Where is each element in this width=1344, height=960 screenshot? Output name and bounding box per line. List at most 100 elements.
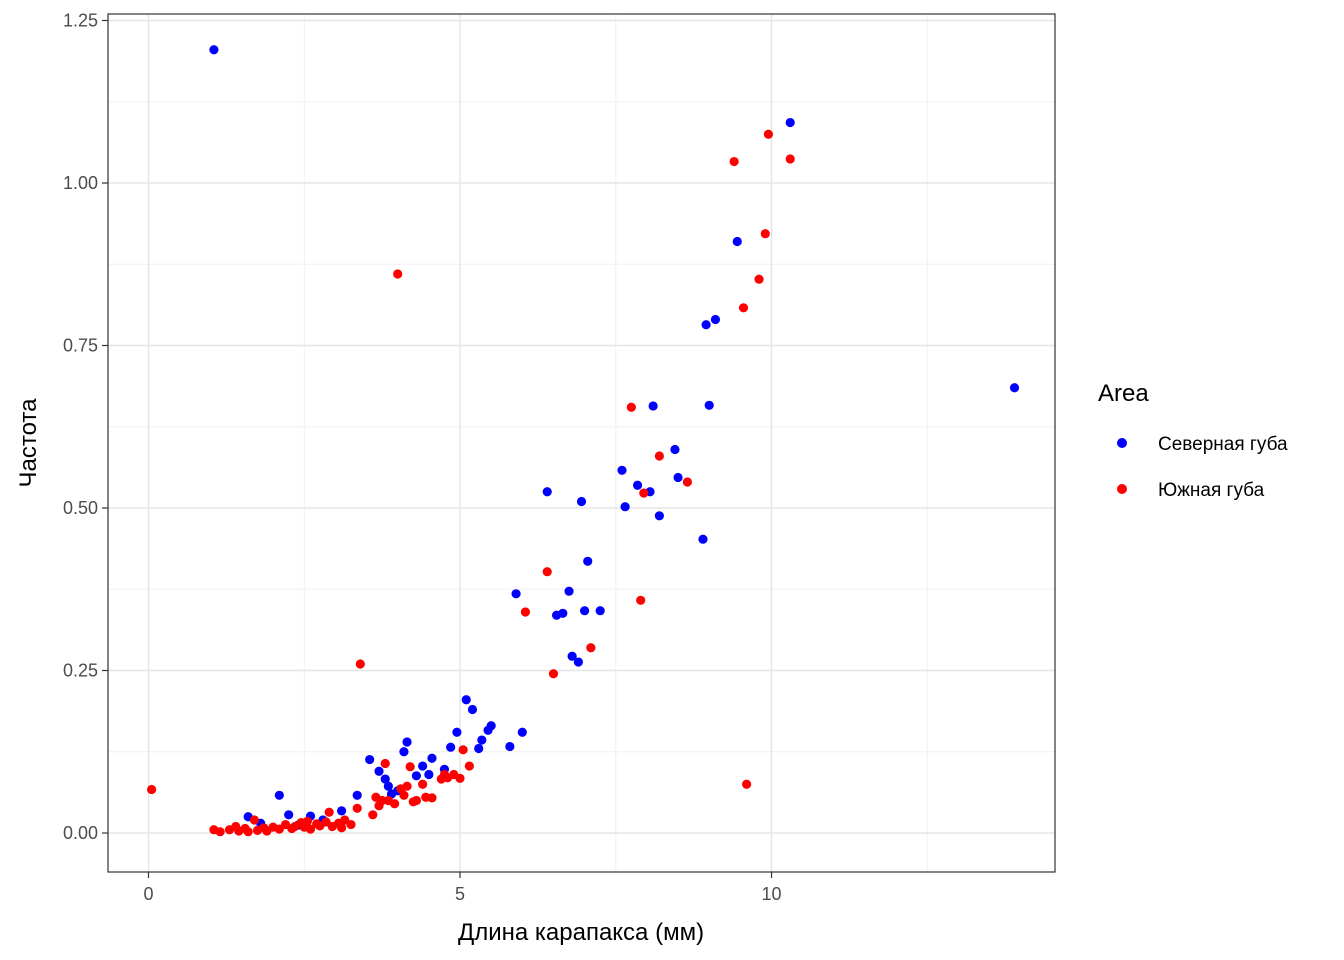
point-southern	[337, 823, 347, 833]
point-southern	[243, 827, 253, 837]
point-northern	[284, 810, 294, 820]
point-southern	[542, 567, 552, 577]
point-southern	[548, 669, 559, 679]
y-tick-label: 0.75	[63, 336, 98, 356]
point-northern	[785, 117, 795, 128]
x-tick-label: 10	[762, 884, 782, 904]
data-points	[147, 45, 1020, 837]
point-northern	[542, 487, 552, 497]
point-northern	[704, 400, 714, 410]
point-southern	[586, 643, 596, 653]
point-southern	[389, 799, 400, 809]
point-northern	[670, 444, 680, 455]
y-tick-label: 0.25	[63, 661, 98, 681]
point-northern	[701, 320, 711, 330]
point-southern	[402, 781, 412, 791]
point-southern	[754, 274, 764, 284]
point-southern	[324, 807, 334, 817]
point-southern	[302, 816, 312, 826]
point-southern	[393, 269, 403, 279]
point-northern	[580, 606, 590, 616]
point-northern	[567, 651, 577, 661]
point-southern	[520, 607, 531, 617]
axis-ticks: 0 5 10 0.00 0.25 0.50 0.75 1.00 1.25	[63, 11, 782, 905]
point-northern	[583, 556, 593, 566]
point-northern	[424, 769, 434, 780]
point-southern	[147, 784, 157, 795]
point-northern	[732, 236, 742, 247]
point-southern	[346, 819, 356, 830]
point-southern	[654, 451, 664, 461]
legend-title: Area	[1098, 380, 1149, 407]
point-northern	[698, 534, 708, 544]
point-southern	[636, 595, 646, 605]
point-northern	[452, 727, 462, 737]
point-southern	[405, 762, 415, 772]
point-northern	[617, 465, 627, 475]
point-northern	[380, 774, 390, 784]
point-southern	[249, 815, 260, 825]
point-northern	[505, 741, 515, 752]
point-southern	[380, 758, 390, 769]
plot-border	[107, 13, 1056, 873]
point-northern	[274, 790, 284, 800]
point-northern	[477, 735, 487, 745]
point-southern	[305, 824, 316, 834]
point-southern	[215, 827, 225, 837]
y-axis-title: Частота	[15, 398, 42, 488]
point-northern	[576, 496, 587, 507]
point-southern	[785, 154, 795, 164]
point-southern	[418, 779, 428, 789]
point-northern	[337, 806, 347, 816]
point-southern	[399, 790, 409, 800]
point-southern	[738, 303, 749, 313]
x-tick-label: 5	[455, 884, 465, 904]
x-axis-title: Длина карапакса (мм)	[458, 919, 704, 946]
point-southern	[729, 156, 739, 167]
point-northern	[446, 742, 456, 752]
point-northern	[418, 761, 428, 771]
point-northern	[427, 753, 437, 763]
point-northern	[558, 608, 568, 618]
point-northern	[374, 766, 384, 776]
legend: Area Северная губа Южная губа	[1098, 380, 1288, 501]
point-northern	[573, 657, 583, 667]
point-northern	[402, 737, 412, 747]
point-northern	[474, 743, 484, 754]
point-northern	[1009, 383, 1020, 393]
point-southern	[626, 402, 636, 412]
point-northern	[486, 721, 496, 731]
point-northern	[517, 727, 527, 737]
point-southern	[639, 488, 649, 498]
point-northern	[383, 781, 393, 791]
point-southern	[682, 477, 693, 487]
point-northern	[411, 771, 421, 781]
point-southern	[455, 773, 465, 784]
plot-background	[108, 14, 1055, 872]
x-tick-label: 0	[143, 884, 153, 904]
y-tick-label: 1.00	[63, 173, 98, 193]
point-northern	[710, 314, 721, 325]
point-northern	[209, 45, 219, 55]
legend-key-southern	[1117, 484, 1127, 494]
point-northern	[511, 589, 521, 599]
legend-label-southern: Южная губа	[1158, 480, 1265, 501]
point-southern	[760, 229, 770, 239]
point-southern	[458, 745, 468, 755]
point-southern	[411, 795, 421, 806]
y-tick-label: 0.50	[63, 498, 98, 518]
point-northern	[654, 511, 664, 521]
point-southern	[742, 779, 752, 789]
point-northern	[352, 790, 362, 800]
legend-label-northern: Северная губа	[1158, 434, 1288, 455]
point-northern	[461, 695, 471, 705]
point-northern	[467, 704, 478, 715]
point-southern	[427, 793, 437, 803]
point-northern	[673, 472, 683, 483]
y-tick-label: 0.00	[63, 823, 98, 843]
point-northern	[399, 747, 409, 757]
y-tick-label: 1.25	[63, 11, 98, 31]
point-southern	[763, 129, 774, 139]
legend-key-northern	[1117, 438, 1127, 448]
